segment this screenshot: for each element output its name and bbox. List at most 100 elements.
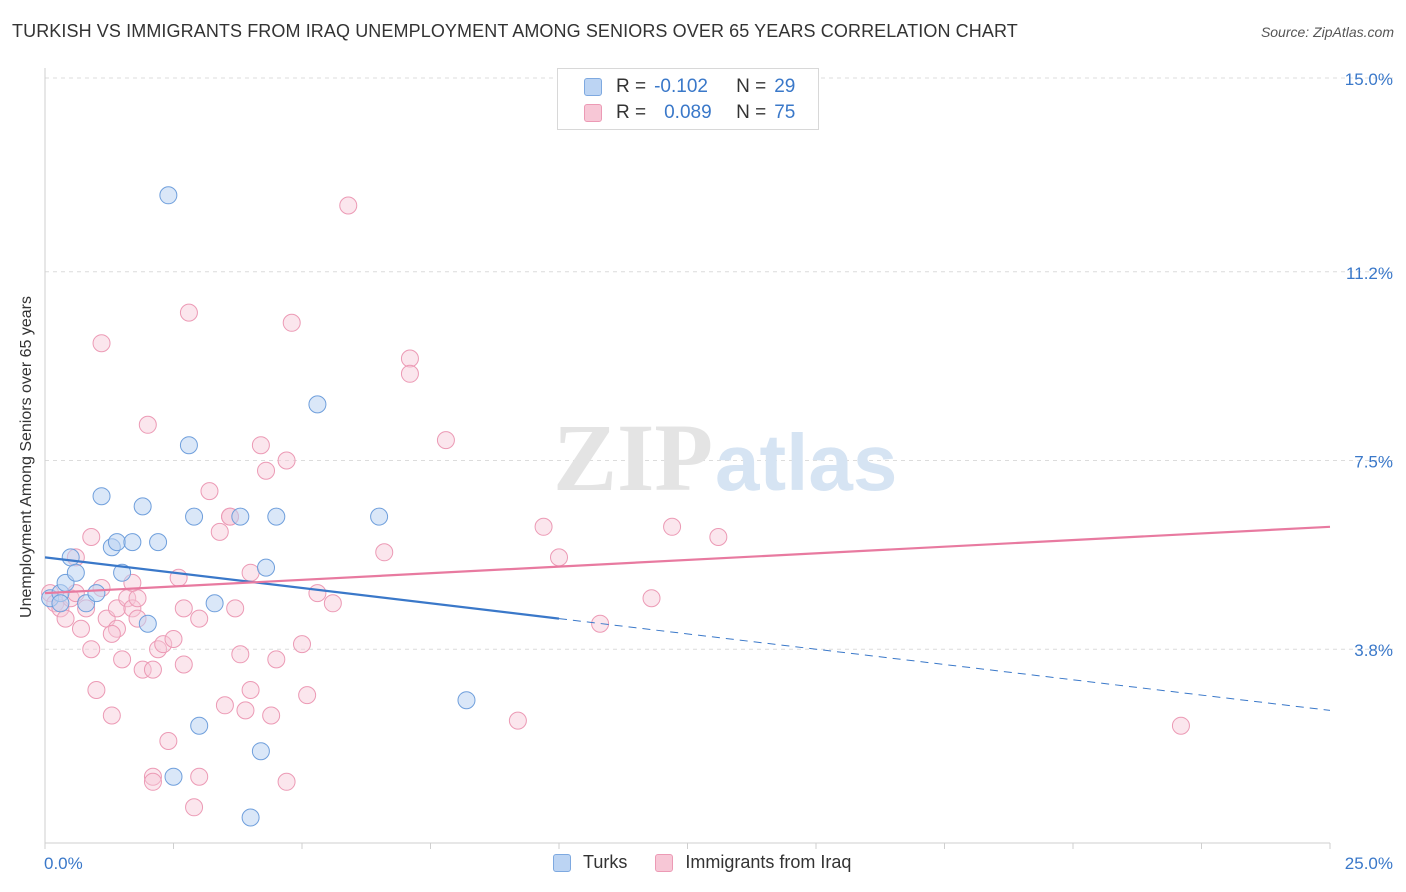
- turks-point: [251, 742, 270, 761]
- turks-point: [308, 395, 327, 414]
- iraq-n-value: 75: [774, 102, 796, 123]
- turks-point: [185, 507, 204, 526]
- watermark-zip: ZIP: [553, 404, 713, 511]
- iraq-point: [82, 528, 101, 546]
- turks-legend-label: Turks: [583, 852, 628, 872]
- turks-point: [241, 808, 260, 827]
- iraq-points: [41, 196, 1190, 817]
- iraq-point: [107, 619, 126, 638]
- iraq-r-label: R =: [616, 102, 647, 123]
- turks-trend-extension: [558, 618, 1331, 711]
- legend-item-iraq[interactable]: Immigrants from Iraq: [655, 852, 851, 873]
- iraq-point: [143, 660, 162, 679]
- y-tick-label: 7.5%: [1354, 453, 1393, 472]
- iraq-point: [251, 436, 270, 455]
- iraq-point: [185, 798, 204, 817]
- iraq-point: [87, 681, 106, 699]
- turks-point: [123, 533, 142, 552]
- iraq-point: [113, 650, 132, 669]
- turks-point: [190, 716, 209, 735]
- turks-point: [267, 507, 286, 526]
- axes: [44, 68, 1331, 849]
- iraq-point: [323, 594, 342, 613]
- legend-item-turks[interactable]: Turks: [553, 852, 627, 873]
- series-legend: Turks Immigrants from Iraq: [553, 852, 879, 873]
- iraq-point: [154, 635, 173, 654]
- iraq-point: [143, 767, 162, 786]
- iraq-point: [102, 624, 121, 643]
- turks-point: [179, 436, 198, 455]
- iraq-point: [262, 706, 281, 725]
- iraq-point: [709, 528, 728, 546]
- turks-point: [66, 563, 85, 582]
- iraq-point: [642, 589, 661, 608]
- turks-point: [457, 691, 476, 710]
- iraq-point: [174, 599, 193, 618]
- watermark-atlas: atlas: [715, 418, 897, 507]
- iraq-point: [277, 451, 296, 470]
- iraq-point: [375, 543, 394, 562]
- turks-n-label: N =: [736, 76, 767, 97]
- iraq-legend-label: Immigrants from Iraq: [685, 852, 852, 872]
- watermark: ZIP atlas: [553, 404, 897, 511]
- iraq-point: [133, 660, 152, 679]
- iraq-point: [663, 517, 682, 536]
- iraq-trend-line: [44, 525, 1331, 595]
- turks-point: [257, 558, 276, 577]
- turks-point: [61, 548, 80, 567]
- turks-points: [41, 186, 476, 827]
- iraq-swatch: [584, 104, 602, 122]
- iraq-point: [174, 655, 193, 674]
- iraq-point: [550, 548, 568, 567]
- legend-row-iraq: R = 0.089 N = 75: [584, 101, 795, 125]
- turks-point: [149, 533, 168, 552]
- iraq-n-label: N =: [736, 102, 767, 123]
- turks-point: [231, 507, 250, 526]
- tick-labels: 3.8% 7.5% 11.2% 15.0% 0.0% 25.0%: [44, 70, 1393, 873]
- gridlines: [45, 77, 1395, 650]
- iraq-point: [257, 461, 276, 480]
- source-label: Source: ZipAtlas.com: [1260, 24, 1394, 40]
- iraq-point: [102, 706, 121, 725]
- iraq-point: [138, 415, 157, 434]
- turks-point: [113, 563, 132, 582]
- iraq-point: [92, 334, 111, 353]
- turks-point: [51, 594, 70, 613]
- iraq-point: [123, 599, 142, 618]
- iraq-point: [293, 635, 311, 654]
- iraq-point: [339, 196, 358, 215]
- iraq-point: [56, 609, 75, 628]
- iraq-point: [82, 640, 101, 659]
- turks-point: [164, 767, 183, 786]
- y-tick-label: 11.2%: [1346, 264, 1393, 283]
- iraq-point: [231, 645, 250, 664]
- turks-point: [370, 507, 389, 526]
- iraq-point: [591, 614, 610, 633]
- iraq-point: [1171, 716, 1190, 735]
- turks-point: [107, 533, 126, 552]
- turks-n-value: 29: [774, 76, 796, 97]
- iraq-point: [200, 482, 219, 501]
- turks-swatch: [584, 78, 602, 96]
- turks-point: [138, 614, 157, 633]
- iraq-point: [179, 303, 198, 322]
- legend-row-turks: R = -0.102 N = 29: [584, 75, 795, 99]
- iraq-point: [159, 732, 178, 750]
- turks-r-label: R =: [616, 76, 647, 97]
- iraq-point: [436, 431, 455, 450]
- turks-point: [92, 487, 111, 506]
- turks-point: [159, 186, 178, 205]
- chart-title: TURKISH VS IMMIGRANTS FROM IRAQ UNEMPLOY…: [12, 21, 1018, 41]
- iraq-point: [241, 563, 260, 582]
- iraq-point: [190, 609, 209, 628]
- x-tick-label-min: 0.0%: [44, 854, 83, 873]
- iraq-legend-swatch: [655, 853, 674, 872]
- iraq-point: [210, 522, 229, 541]
- iraq-point: [282, 313, 301, 332]
- iraq-point: [267, 650, 286, 669]
- iraq-point: [215, 696, 234, 715]
- iraq-point: [400, 364, 419, 383]
- iraq-point: [400, 349, 419, 368]
- iraq-point: [164, 630, 183, 648]
